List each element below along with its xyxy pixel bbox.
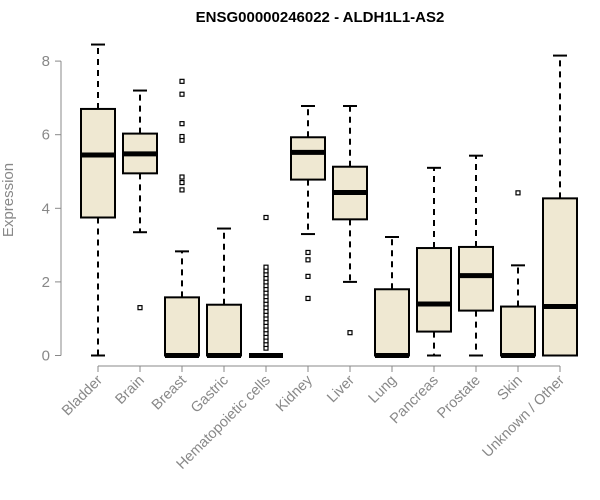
iqr-box [500,305,536,357]
outlier-point [179,78,185,84]
y-tick-label: 0 [42,348,50,365]
iqr-box [290,136,326,181]
iqr-box [416,247,452,333]
outlier-point [305,295,311,302]
y-tick-label: 8 [42,53,50,70]
iqr-box [164,296,200,357]
y-tick-label: 6 [42,127,50,144]
outlier-point [179,187,185,193]
outlier-point [347,330,353,336]
chart-title: ENSG00000246022 - ALDH1L1-AS2 [196,9,445,26]
box-skin [500,190,536,358]
box-hematopoietic-cells [249,214,283,358]
box-brain [122,89,158,311]
outlier-point [179,174,185,180]
iqr-box [458,245,494,312]
y-axis: 0 2 4 6 8 [42,53,62,365]
outlier-point [305,257,311,263]
x-axis [97,365,561,372]
outlier-point [179,121,185,127]
iqr-box [542,197,578,357]
x-tick-label: Breast [149,373,190,414]
x-tick-label: Liver [324,372,358,406]
x-tick-label: Prostate [434,373,483,422]
outlier-point [179,179,185,186]
x-tick-label: Skin [495,373,526,404]
outlier-point [515,190,521,196]
iqr-box [374,288,410,357]
outlier-point [305,249,311,256]
y-tick-label: 2 [42,274,50,291]
box-unknown-other [542,54,578,357]
outlier-point [263,264,269,270]
x-tick-label: Lung [366,373,400,407]
outlier-point [179,91,185,97]
box-lung [374,236,410,358]
iqr-box [80,107,116,219]
box-breast [164,78,200,358]
box-pancreas [416,166,452,357]
x-tick-label: Brain [113,373,148,408]
x-tick-label: Bladder [59,372,106,419]
box-bladder [80,43,116,357]
box-liver [332,104,368,336]
outlier-point [305,273,311,279]
box-gastric [206,227,242,358]
outlier-point [179,133,185,140]
iqr-box [206,303,242,357]
outlier-point [263,214,269,221]
x-tick-label: Kidney [273,372,316,415]
y-tick-label: 4 [42,200,50,217]
y-axis-label: Expression [0,163,17,237]
outlier-point [137,305,143,311]
boxes-group [80,43,578,358]
box-kidney [290,104,326,302]
box-prostate [458,154,494,357]
